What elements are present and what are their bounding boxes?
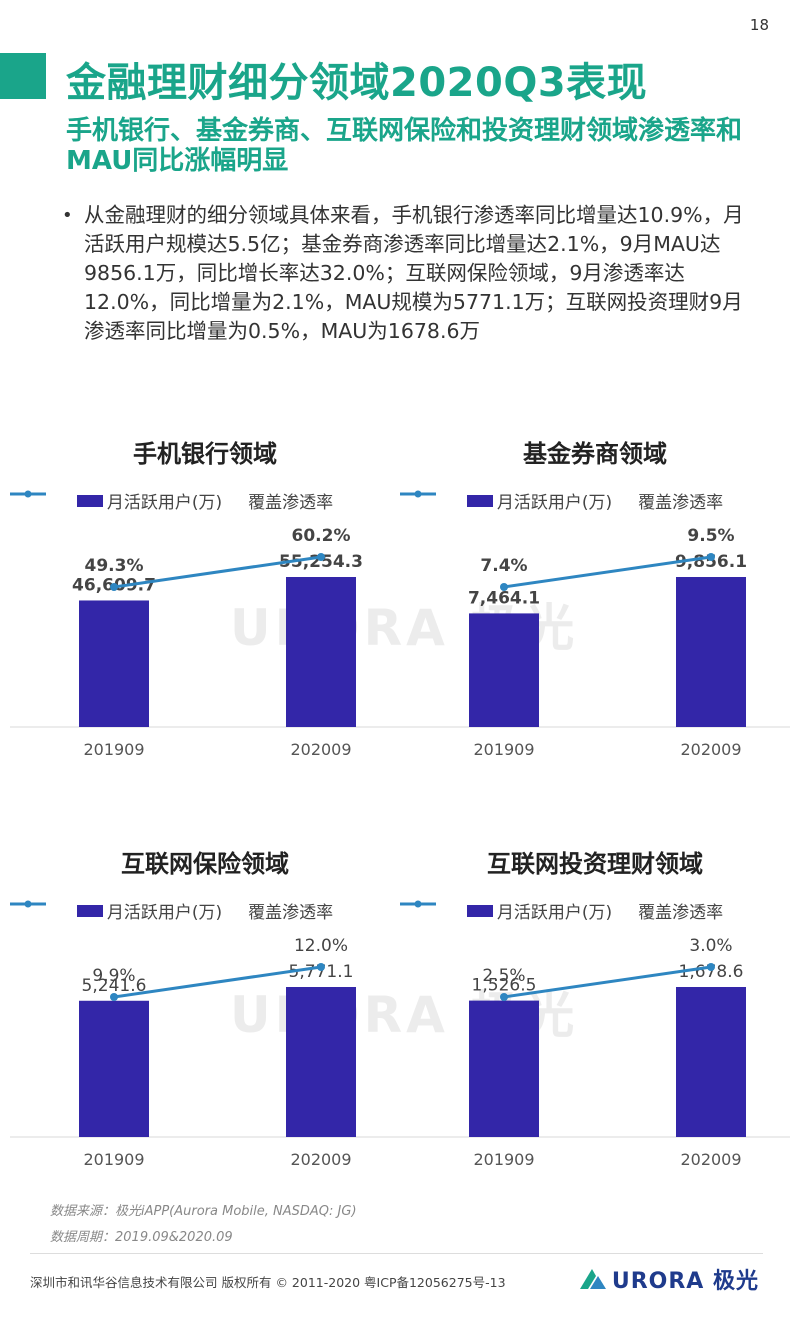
penetration-line [503, 965, 712, 999]
aurora-logo-icon [579, 1269, 606, 1289]
legend-line-swatch [10, 900, 46, 908]
bar [286, 987, 356, 1137]
title-accent-bar [0, 53, 46, 99]
legend-bar-label: 月活跃用户(万) [496, 903, 613, 923]
penetration-line [503, 555, 712, 589]
line-point [110, 993, 118, 1001]
x-tick-label: 202009 [290, 740, 351, 759]
penetration-line [113, 555, 322, 589]
x-tick-label: 202009 [680, 1150, 741, 1169]
chart-legend: 月活跃用户(万) 覆盖渗透率 [10, 898, 400, 923]
chart-legend: 月活跃用户(万) 覆盖渗透率 [400, 488, 790, 513]
chart-plot: 5,241.6 201909 5,771.1 202009 9.9% 12.0% [10, 936, 400, 1169]
bar-value-label: 5,241.6 [82, 976, 147, 996]
x-tick-label: 202009 [290, 1150, 351, 1169]
bullet-dot: • [62, 205, 73, 226]
x-tick-label: 201909 [473, 1150, 534, 1169]
line-value-label: 9.5% [687, 526, 734, 546]
line-value-label: 12.0% [294, 936, 348, 956]
legend-bar-label: 月活跃用户(万) [496, 493, 613, 513]
legend-item-bar: 月活跃用户(万) [76, 898, 223, 923]
chart-title: 基金券商领域 [523, 440, 667, 468]
bullet-text: 从金融理财的细分领域具体来看，手机银行渗透率同比增量达10.9%，月活跃用户规模… [84, 203, 744, 343]
legend-bar-swatch [76, 494, 103, 507]
legend-item-line: 覆盖渗透率 [400, 898, 724, 923]
legend-line-label: 覆盖渗透率 [248, 493, 334, 513]
line-value-label: 7.4% [480, 556, 527, 576]
line-point [317, 963, 325, 971]
bar [676, 577, 746, 727]
x-tick-label: 201909 [83, 740, 144, 759]
page-number: 18 [749, 16, 769, 34]
legend-bar-swatch [466, 904, 493, 917]
legend-item-line: 覆盖渗透率 [10, 488, 334, 513]
page-title: 金融理财细分领域2020Q3表现 [66, 60, 648, 106]
x-tick-label: 201909 [83, 1150, 144, 1169]
chart-internet-investment: 互联网投资理财领域月活跃用户(万) 覆盖渗透率 1,526.5 201909 1,678… [400, 840, 790, 1200]
line-value-label: 3.0% [689, 936, 732, 956]
bar [676, 987, 746, 1137]
footer-logo-text: URORA 极光 [611, 1269, 759, 1294]
x-tick-label: 201909 [473, 740, 534, 759]
line-point [500, 993, 508, 1001]
line-point [707, 553, 715, 561]
data-period: 数据周期：2019.09&2020.09 [50, 1230, 233, 1245]
bar-value-label: 9,856.1 [675, 552, 747, 572]
legend-line-swatch [400, 490, 436, 498]
bar-value-label: 55,254.3 [279, 552, 363, 572]
bar-value-label: 1,526.5 [472, 976, 537, 996]
chart-plot: 7,464.1 201909 9,856.1 202009 7.4% 9.5% [400, 526, 790, 759]
chart-title: 互联网投资理财领域 [487, 850, 703, 878]
page-subtitle: 手机银行、基金券商、互联网保险和投资理财领域渗透率和MAU同比涨幅明显 [66, 116, 743, 176]
data-source: 数据来源：极光iAPP(Aurora Mobile, NASDAQ: JG) [50, 1204, 357, 1219]
legend-line-swatch [10, 490, 46, 498]
legend-line-label: 覆盖渗透率 [638, 493, 724, 513]
footer-copyright: 深圳市和讯华谷信息技术有限公司 版权所有 © 2011-2020 粤ICP备12… [30, 1275, 506, 1290]
line-point [500, 583, 508, 591]
footer-logo: URORA 极光 [578, 1263, 759, 1295]
chart-legend: 月活跃用户(万) 覆盖渗透率 [10, 488, 400, 513]
legend-item-bar: 月活跃用户(万) [466, 898, 613, 923]
chart-title: 手机银行领域 [133, 440, 277, 468]
line-point [707, 963, 715, 971]
chart-legend: 月活跃用户(万) 覆盖渗透率 [400, 898, 790, 923]
chart-title: 互联网保险领域 [121, 850, 289, 878]
legend-line-label: 覆盖渗透率 [638, 903, 724, 923]
line-point [110, 583, 118, 591]
legend-item-bar: 月活跃用户(万) [466, 488, 613, 513]
penetration-line [113, 965, 322, 999]
bar [469, 1000, 539, 1137]
line-point [317, 553, 325, 561]
footer-rule [30, 1253, 763, 1254]
line-value-label: 9.9% [92, 966, 135, 986]
chart-mobile-banking: 手机银行领域月活跃用户(万)覆盖渗透率46,609.720190955,254.… [10, 430, 400, 790]
summary-bullet: • 从金融理财的细分领域具体来看，手机银行渗透率同比增量达10.9%，月活跃用户… [62, 201, 762, 346]
legend-line-swatch [400, 900, 436, 908]
bar [79, 1000, 149, 1137]
legend-bar-label: 月活跃用户(万) [106, 903, 223, 923]
bar-value-label: 5,771.1 [289, 962, 354, 982]
chart-fund-securities: 基金券商领域月活跃用户(万) 覆盖渗透率 7,464.1 201909 9,856.1 2… [400, 430, 790, 790]
bar [286, 577, 356, 727]
legend-item-line: 覆盖渗透率 [10, 898, 334, 923]
bar [469, 613, 539, 727]
legend-bar-swatch [76, 904, 103, 917]
legend-item-bar: 月活跃用户(万) [76, 488, 223, 513]
x-tick-label: 202009 [680, 740, 741, 759]
bar-value-label: 7,464.1 [468, 588, 540, 608]
bar-value-label: 1,678.6 [679, 962, 744, 982]
line-value-label: 2.5% [482, 966, 525, 986]
legend-bar-swatch [466, 494, 493, 507]
legend-line-label: 覆盖渗透率 [248, 903, 334, 923]
legend-item-line: 覆盖渗透率 [400, 488, 724, 513]
legend-bar-label: 月活跃用户(万) [106, 493, 223, 513]
chart-internet-insurance: 互联网保险领域月活跃用户(万) 覆盖渗透率 5,241.6 201909 5,771.1… [10, 840, 400, 1200]
chart-plot: 1,526.5 201909 1,678.6 202009 2.5% 3.0% [400, 936, 790, 1169]
line-value-label: 60.2% [292, 526, 351, 546]
line-value-label: 49.3% [85, 556, 144, 576]
bar [79, 600, 149, 727]
